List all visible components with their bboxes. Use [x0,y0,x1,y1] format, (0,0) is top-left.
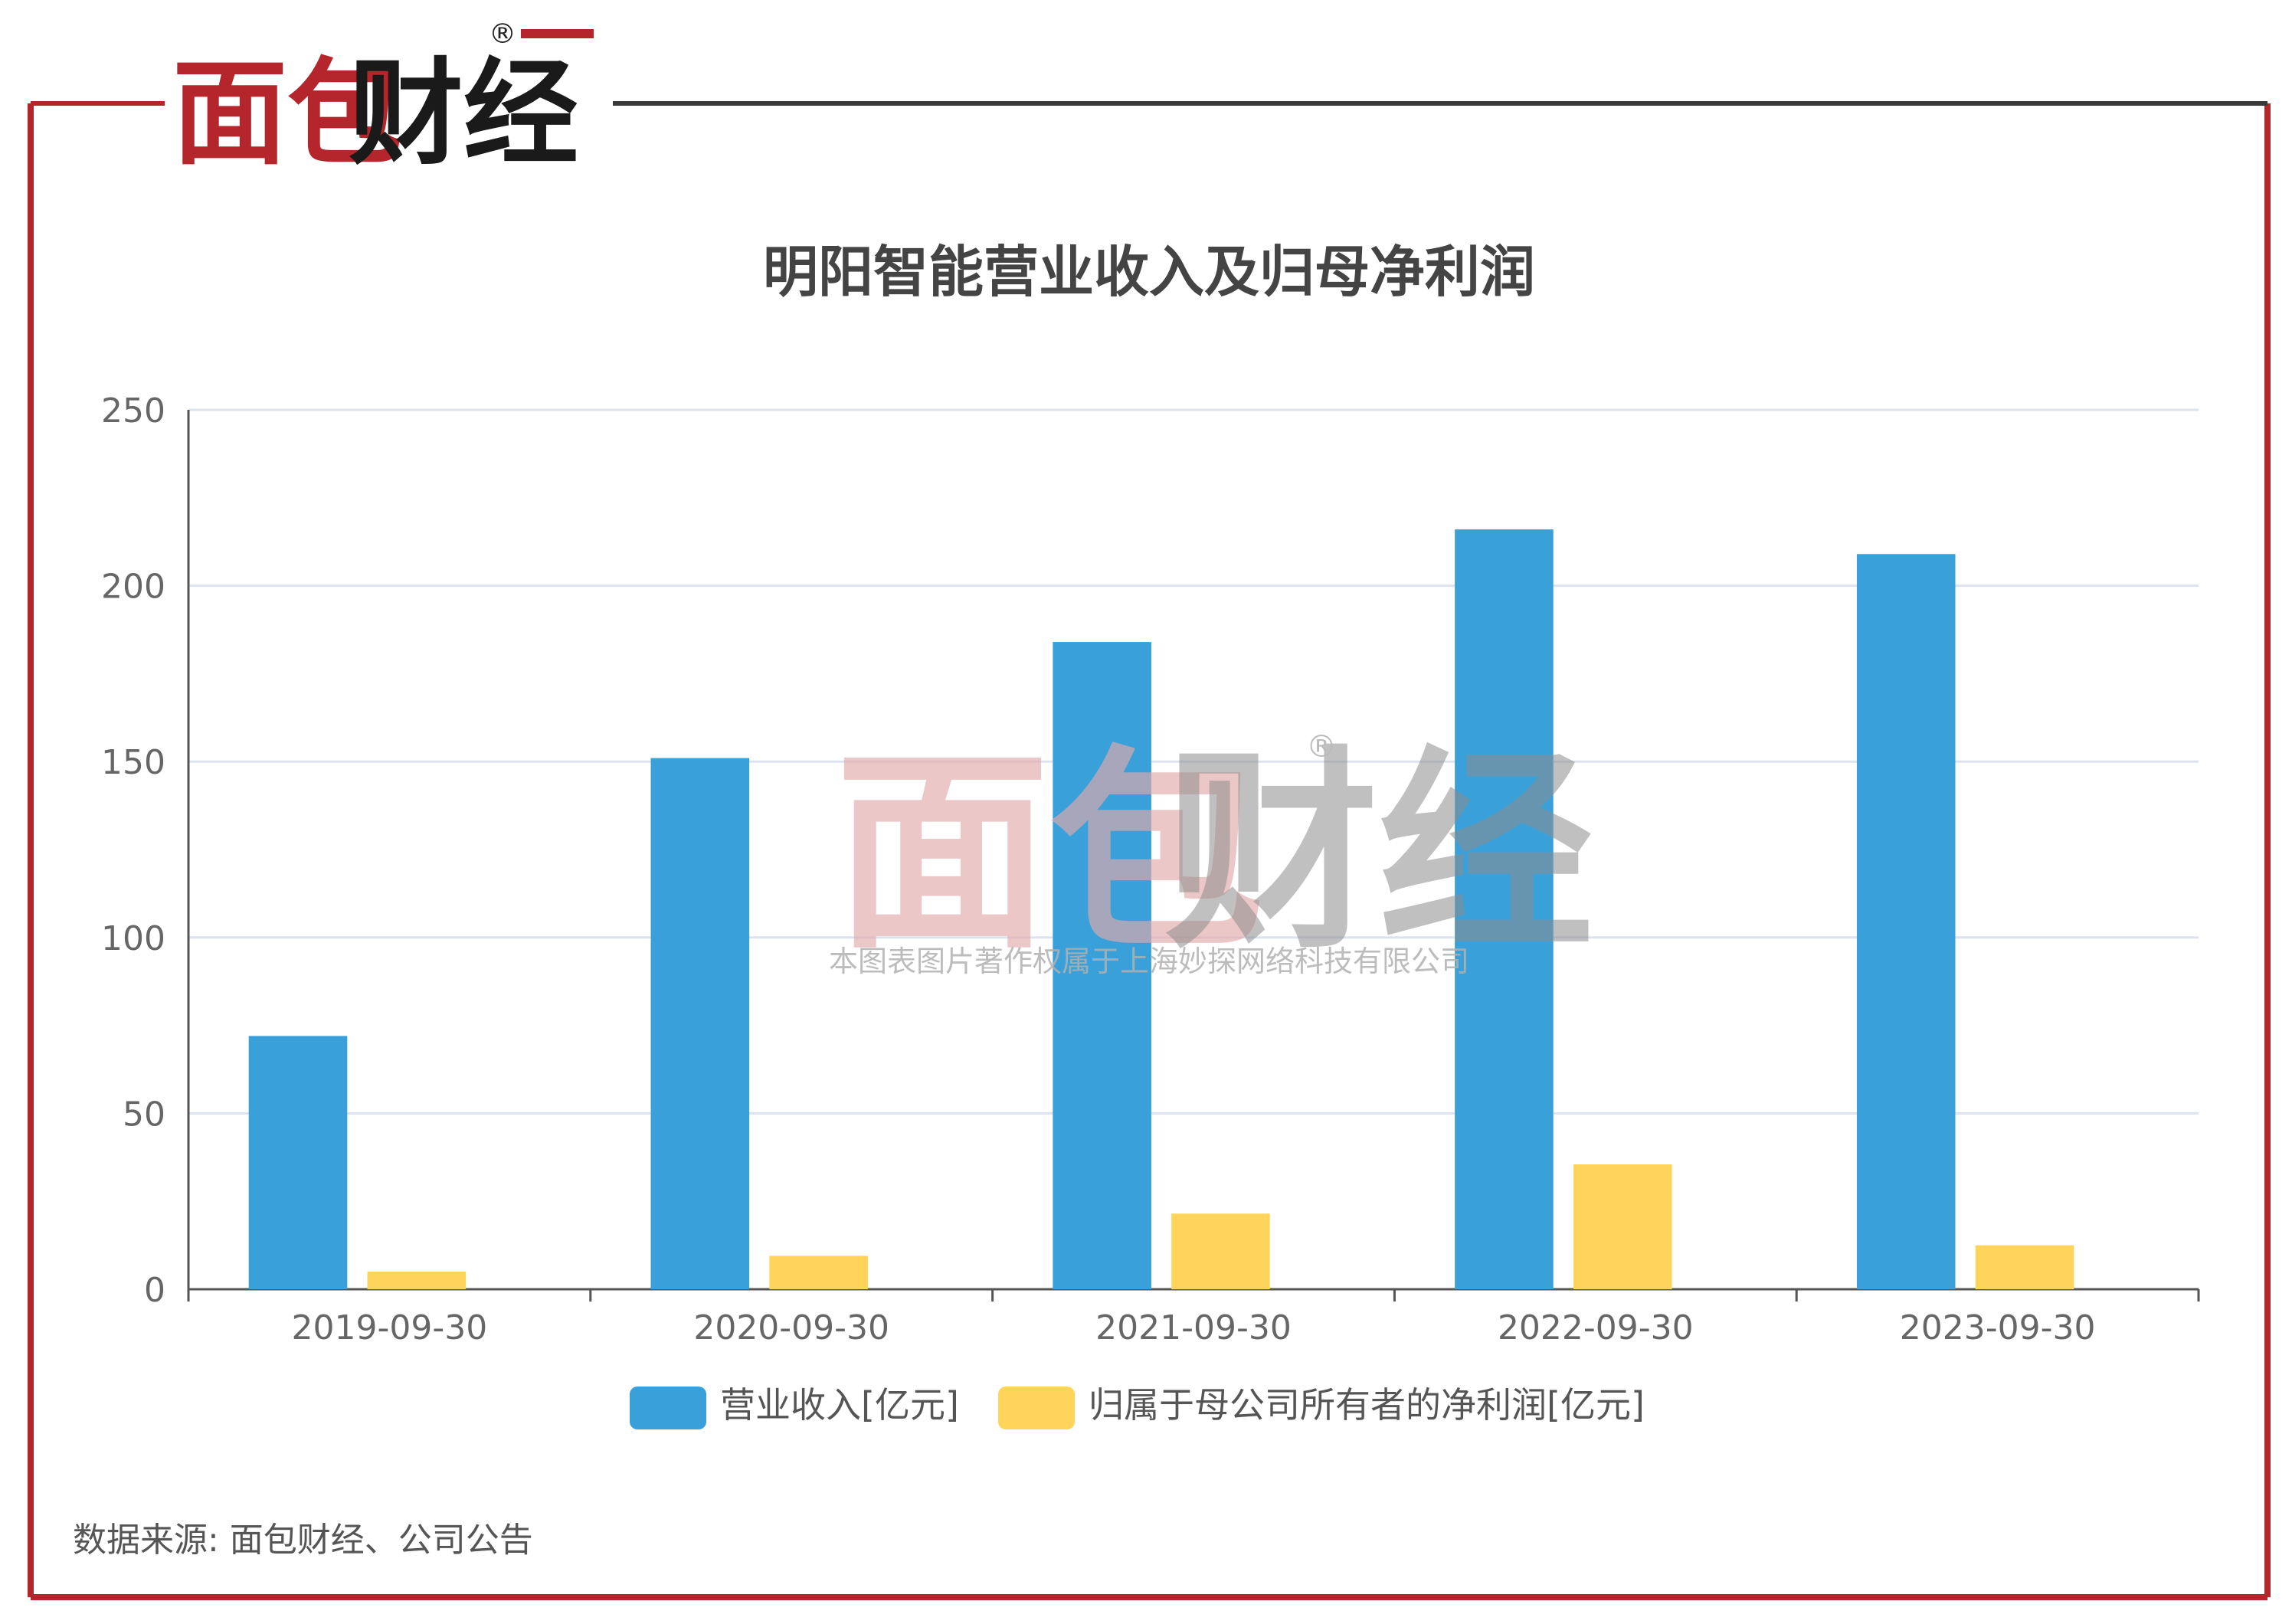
y-tick-label: 150 [101,743,165,782]
legend-label-revenue: 营业收入[亿元] [720,1384,959,1426]
bars [248,529,2074,1289]
x-tick-label: 2021-09-30 [1095,1308,1292,1347]
frame [28,101,2271,1600]
watermark-logo-red: 面包 [835,729,1264,978]
source-note: 数据来源: 面包财经、公司公告 [73,1521,533,1560]
logo-text-dark: 财经 [349,47,578,181]
bar-net-profit[interactable] [1171,1213,1270,1289]
bar-revenue[interactable] [650,758,750,1289]
legend-swatch-revenue [630,1387,706,1429]
logo-accent-bar [521,29,594,38]
y-tick-label: 200 [101,568,165,607]
y-tick-label: 0 [144,1271,165,1310]
y-tick-label: 100 [101,919,165,958]
watermark-logo-grey: 财经 [1164,729,1593,978]
bar-net-profit[interactable] [1573,1164,1672,1289]
bar-revenue[interactable] [248,1036,348,1289]
bar-net-profit[interactable] [769,1256,868,1289]
legend-item-revenue[interactable]: 营业收入[亿元] [630,1384,959,1429]
bar-net-profit[interactable] [1975,1245,2074,1289]
legend-item-profit[interactable]: 归属于母公司所有者的净利润[亿元] [998,1384,1645,1429]
logo-registered-mark: ® [489,18,516,50]
watermark: 面包 财经 ® 本图表图片著作权属于上海妙探网络科技有限公司 [829,729,1593,978]
x-tick-label: 2020-09-30 [693,1308,889,1347]
watermark-caption: 本图表图片著作权属于上海妙探网络科技有限公司 [829,945,1469,978]
bar-revenue[interactable] [1053,642,1151,1289]
brand-logo: 面包 财经 ® [172,18,594,181]
bar-net-profit[interactable] [367,1272,467,1289]
legend-label-profit: 归属于母公司所有者的净利润[亿元] [1089,1384,1645,1426]
y-tick-label: 250 [101,391,165,431]
legend-swatch-profit [998,1387,1075,1429]
legend: 营业收入[亿元] 归属于母公司所有者的净利润[亿元] [630,1384,1645,1429]
x-tick-label: 2022-09-30 [1498,1308,1694,1347]
bar-revenue[interactable] [1856,554,1956,1289]
chart-title: 明阳智能营业收入及归母净利润 [763,240,1535,304]
x-tick-label: 2019-09-30 [292,1308,488,1347]
watermark-registered-mark: ® [1306,729,1337,765]
logo-text: 面包 [172,47,402,181]
x-tick-label: 2023-09-30 [1900,1308,2096,1347]
bar-revenue[interactable] [1455,529,1554,1289]
y-tick-label: 50 [123,1095,165,1134]
